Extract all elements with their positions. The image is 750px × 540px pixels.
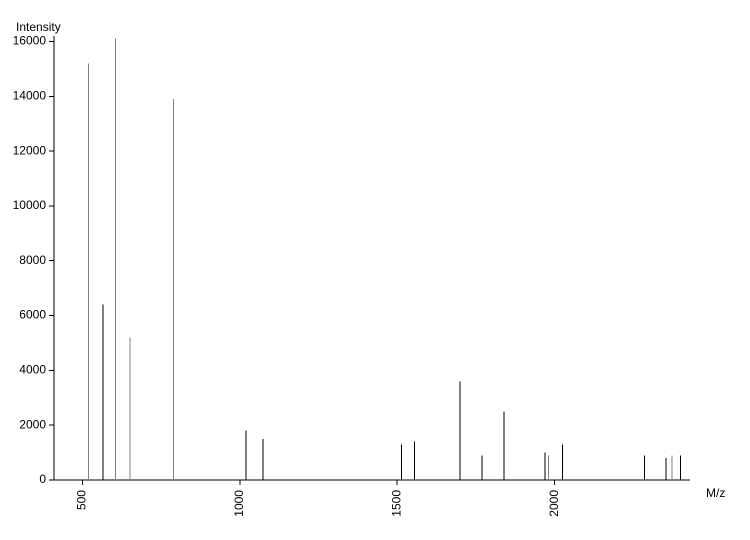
x-axis-label: M/z	[706, 486, 725, 500]
svg-text:4000: 4000	[19, 363, 46, 377]
mass-spectrum-chart: Intensity M/z 0 2000 4000 6000 8000 10000 1200…	[0, 0, 750, 540]
svg-text:500: 500	[75, 490, 89, 510]
y-axis-label: Intensity	[16, 20, 61, 34]
svg-text:6000: 6000	[19, 308, 46, 322]
svg-text:10000: 10000	[13, 198, 47, 212]
svg-text:2000: 2000	[19, 417, 46, 431]
svg-text:1000: 1000	[232, 490, 246, 517]
svg-text:2000: 2000	[547, 490, 561, 517]
svg-text:16000: 16000	[13, 34, 47, 48]
svg-text:12000: 12000	[13, 143, 47, 157]
spectrum-plot-svg: 0 2000 4000 6000 8000 10000 12000 14000 16000 500…	[0, 0, 750, 540]
svg-text:1500: 1500	[389, 490, 403, 517]
svg-text:8000: 8000	[19, 253, 46, 267]
svg-text:14000: 14000	[13, 88, 47, 102]
svg-text:0: 0	[39, 472, 46, 486]
